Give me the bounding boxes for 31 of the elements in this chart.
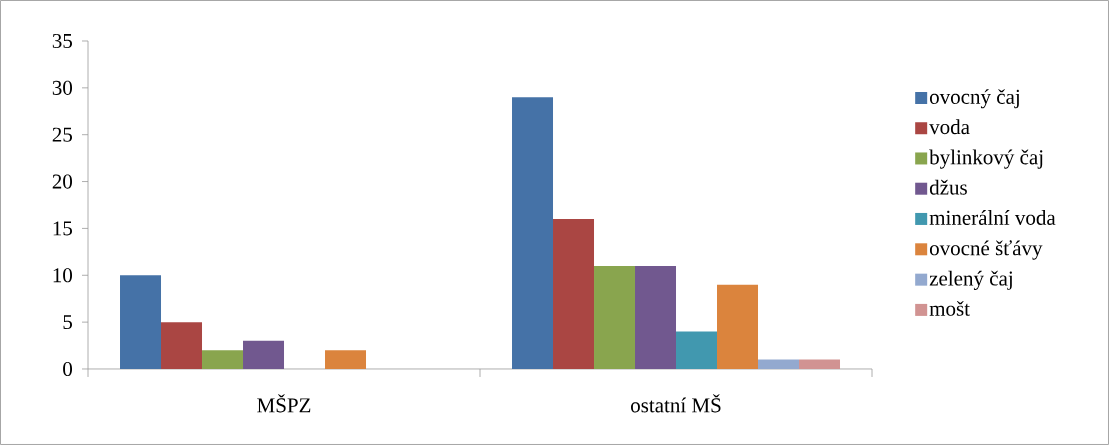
x-tick-label: ostatní MŠ	[631, 394, 721, 413]
y-tick-label: 5	[63, 315, 72, 330]
bar	[325, 350, 367, 369]
legend-label: ovocný čaj	[929, 89, 1019, 109]
legend-label: voda	[929, 119, 970, 135]
bar	[243, 340, 285, 369]
bar	[676, 331, 718, 369]
bar	[120, 275, 162, 369]
bar	[758, 359, 800, 369]
bar	[512, 97, 554, 369]
y-tick-label: 15	[53, 221, 72, 236]
legend-label: mošt	[929, 301, 970, 316]
y-tick-label: 20	[52, 174, 73, 189]
y-tick-label: 0	[63, 361, 73, 377]
bar	[635, 265, 677, 369]
x-tick-label: MŠPZ	[257, 394, 311, 413]
bar	[202, 350, 244, 369]
legend-label: džus	[929, 179, 967, 195]
legend-label: ovocné šťávy	[929, 240, 1043, 260]
bar	[553, 219, 595, 369]
y-tick-label: 35	[52, 33, 72, 49]
legend-label: minerální voda	[929, 210, 1056, 225]
bar	[594, 265, 636, 369]
y-tick-label: 30	[52, 80, 73, 95]
bar	[799, 359, 841, 369]
legend-label: bylinkový čaj	[929, 149, 1043, 169]
y-tick-label: 10	[53, 268, 73, 283]
bar	[161, 322, 203, 369]
legend-label: zelený čaj	[929, 270, 1012, 290]
bar	[717, 284, 759, 369]
y-tick-label: 25	[52, 127, 72, 142]
